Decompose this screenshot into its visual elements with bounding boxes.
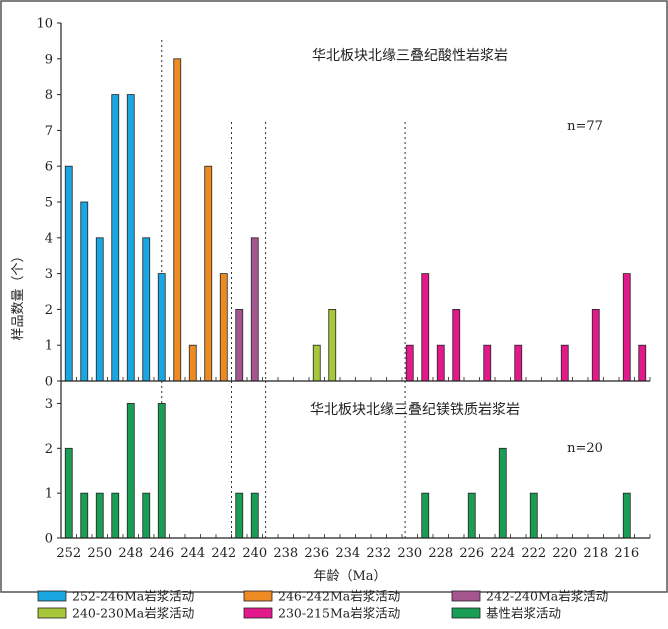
sample-count-felsic: n=77 <box>567 119 603 134</box>
y-tick-label: 10 <box>36 17 53 32</box>
y-tick-label: 2 <box>45 442 53 457</box>
y-tick-label: 7 <box>45 124 53 139</box>
x-tick-label: 234 <box>335 546 360 561</box>
bar <box>235 308 244 382</box>
bar <box>638 344 647 382</box>
x-tick-label: 230 <box>397 546 422 561</box>
bar <box>622 492 631 539</box>
legend-swatch <box>243 590 273 602</box>
x-tick-label: 252 <box>56 546 81 561</box>
legend-swatch <box>451 590 481 602</box>
x-tick-label: 220 <box>552 546 577 561</box>
x-tick-label: 218 <box>583 546 608 561</box>
bar <box>436 344 445 382</box>
x-tick-label: 228 <box>428 546 453 561</box>
bar <box>405 344 414 382</box>
y-tick-label: 3 <box>45 267 53 282</box>
x-tick-label: 222 <box>521 546 546 561</box>
y-tick-label: 0 <box>45 532 53 547</box>
bar <box>250 237 259 382</box>
bar <box>80 201 89 382</box>
bar <box>622 273 631 382</box>
bar <box>498 447 507 539</box>
chart-title-mafic: 华北板块北缘三叠纪镁铁质岩浆岩 <box>310 402 520 418</box>
y-tick-label: 1 <box>45 487 53 502</box>
bar <box>80 492 89 539</box>
y-tick-label: 0 <box>45 375 53 390</box>
legend-label: 246-242Ma岩浆活动 <box>278 589 400 604</box>
bar <box>452 308 461 382</box>
legend: 252-246Ma岩浆活动 246-242Ma岩浆活动 242-240Ma岩浆活动 2… <box>37 589 608 621</box>
bar <box>219 273 228 382</box>
bar <box>188 344 197 382</box>
x-tick-label: 232 <box>366 546 391 561</box>
bar <box>111 94 120 382</box>
bar <box>312 344 321 382</box>
bar <box>126 94 135 382</box>
y-tick-label: 6 <box>45 160 53 175</box>
bar <box>421 273 430 382</box>
chart-title-felsic: 华北板块北缘三叠纪酸性岩浆岩 <box>312 48 508 64</box>
x-tick-label: 226 <box>459 546 484 561</box>
x-tick-label: 238 <box>273 546 298 561</box>
bar <box>328 308 337 382</box>
x-tick-label: 246 <box>149 546 174 561</box>
x-tick-label: 248 <box>118 546 143 561</box>
bar <box>157 273 166 382</box>
x-tick-label: 244 <box>180 546 205 561</box>
x-tick-label: 240 <box>242 546 267 561</box>
x-tick-label: 224 <box>490 546 515 561</box>
y-tick-label: 1 <box>45 339 53 354</box>
y-tick-label: 4 <box>45 231 53 246</box>
x-tick-label: 242 <box>211 546 236 561</box>
bar <box>157 403 166 539</box>
bar <box>95 492 104 539</box>
bar <box>529 492 538 539</box>
bar <box>483 344 492 382</box>
bar <box>173 58 182 382</box>
bar <box>64 447 73 539</box>
sample-count-mafic: n=20 <box>567 441 603 456</box>
bar <box>591 308 600 382</box>
bar <box>421 492 430 539</box>
x-tick-label: 216 <box>614 546 639 561</box>
bar <box>235 492 244 539</box>
legend-label: 242-240Ma岩浆活动 <box>486 589 608 604</box>
bar <box>560 344 569 382</box>
legend-swatch <box>37 607 67 619</box>
bar <box>204 165 213 382</box>
bar <box>111 492 120 539</box>
bar <box>514 344 523 382</box>
legend-label: 240-230Ma岩浆活动 <box>72 606 194 621</box>
x-tick-label: 236 <box>304 546 329 561</box>
bar <box>64 165 73 382</box>
x-axis-label: 年龄（Ma） <box>313 569 386 584</box>
legend-label: 252-246Ma岩浆活动 <box>72 589 194 604</box>
bar <box>142 492 151 539</box>
y-axis-label: 样品数量（个） <box>11 249 26 340</box>
legend-label: 230-215Ma岩浆活动 <box>278 606 400 621</box>
legend-swatch <box>243 607 273 619</box>
legend-label: 基性岩浆活动 <box>486 606 561 621</box>
bar <box>250 492 259 539</box>
bar <box>95 237 104 382</box>
y-tick-label: 2 <box>45 303 53 318</box>
y-tick-label: 3 <box>45 397 53 412</box>
y-tick-label: 5 <box>45 196 53 211</box>
legend-swatch <box>37 590 67 602</box>
y-tick-label: 9 <box>45 52 53 67</box>
bar <box>467 492 476 539</box>
bar <box>142 237 151 382</box>
legend-swatch <box>451 607 481 619</box>
bar <box>126 403 135 539</box>
x-tick-label: 250 <box>87 546 112 561</box>
y-tick-label: 8 <box>45 88 53 103</box>
